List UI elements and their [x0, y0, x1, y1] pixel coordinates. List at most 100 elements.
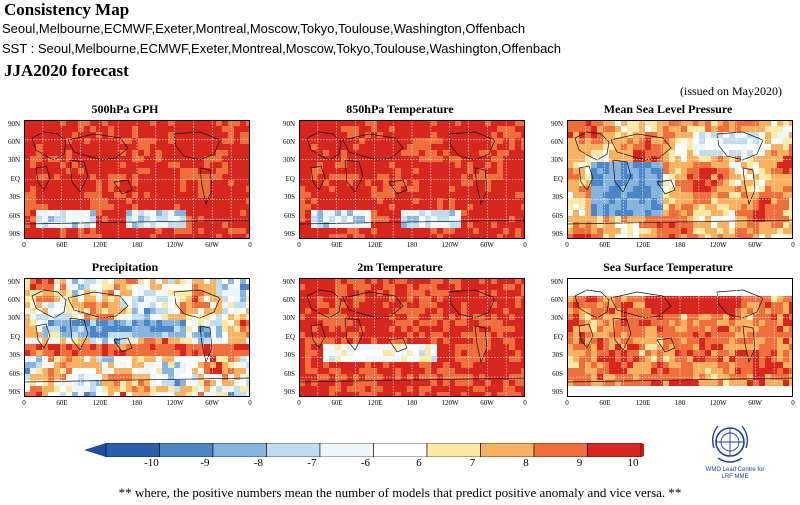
map-plot — [24, 120, 250, 239]
lat-tick-label: 90N — [550, 278, 563, 286]
map-panel: Precipitation 90N 60N 30N EQ 30S 60S 90S 0 60E 120… — [0, 260, 252, 415]
lat-tick-label: 60S — [552, 212, 563, 220]
map-plot — [299, 120, 525, 239]
lat-tick-label: 30N — [282, 314, 295, 322]
colorbar-label: 6 — [416, 457, 422, 469]
map-panel: Sea Surface Temperature 90N 60N 30N EQ 30S 60S… — [543, 260, 795, 415]
lon-tick-label: 180 — [674, 241, 686, 249]
lon-tick-label: 0 — [565, 241, 569, 249]
issued-date: (issued on May2020) — [680, 84, 782, 98]
colorbar-arrow-right — [641, 443, 644, 457]
lon-tick-label: 60W — [205, 399, 219, 407]
lat-tick-label: 90S — [552, 230, 563, 238]
lat-tick-label: 60S — [284, 212, 295, 220]
map-panel: 850hPa Temperature 90N 60N 30N EQ 30S 60S 90S 0 6… — [275, 102, 527, 257]
map-plot — [299, 278, 525, 397]
colorbar-swatch — [212, 443, 267, 457]
lon-tick-label: 0 — [523, 399, 527, 407]
lon-tick-label: 180 — [406, 241, 418, 249]
colorbar-label: 7 — [469, 457, 476, 469]
lat-tick-label: 60N — [7, 138, 20, 146]
lon-tick-label: 60E — [331, 399, 343, 407]
lon-tick-label: 0 — [297, 399, 301, 407]
lon-tick-label: 60E — [56, 399, 68, 407]
footnote: ** where, the positive numbers mean the … — [118, 485, 682, 500]
lat-tick-label: 60N — [7, 296, 20, 304]
lat-tick-label: EQ — [10, 175, 20, 183]
map-panel: 2m Temperature 90N 60N 30N EQ 30S 60S 90S 0 60E 12… — [275, 260, 527, 415]
lon-tick-label: 180 — [131, 399, 143, 407]
lon-tick-label: 120W — [166, 399, 184, 407]
colorbar-label: -9 — [200, 457, 210, 469]
map-plot — [24, 278, 250, 397]
colorbar — [84, 443, 644, 457]
lon-tick-label: 60W — [480, 399, 494, 407]
lon-tick-label: 60W — [480, 241, 494, 249]
lon-tick-label: 120E — [635, 399, 651, 407]
lon-tick-label: 60W — [748, 399, 762, 407]
map-panel: Mean Sea Level Pressure 90N 60N 30N EQ 30S 60S… — [543, 102, 795, 257]
lat-tick-label: 30S — [284, 351, 295, 359]
lon-tick-label: 120W — [166, 241, 184, 249]
map-plot — [567, 278, 793, 397]
colorbar-label: 10 — [627, 457, 639, 469]
lat-tick-label: EQ — [285, 175, 295, 183]
lat-tick-label: 30S — [552, 193, 563, 201]
colorbar-label: 8 — [523, 457, 529, 469]
lon-tick-label: 0 — [791, 241, 795, 249]
colorbar-swatch — [426, 443, 481, 457]
lat-tick-label: 30S — [284, 193, 295, 201]
colorbar-swatch — [159, 443, 214, 457]
anomaly-field — [24, 278, 250, 397]
lon-tick-label: 0 — [248, 399, 252, 407]
colorbar-swatch — [533, 443, 588, 457]
lat-tick-label: 30S — [9, 193, 20, 201]
lon-tick-label: 60E — [599, 399, 611, 407]
lat-tick-label: 90N — [282, 278, 295, 286]
lat-tick-label: 60S — [9, 370, 20, 378]
sst-models-list: SST : Seoul,Melbourne,ECMWF,Exeter,Montr… — [2, 41, 562, 56]
colorbar-label: -8 — [253, 457, 264, 469]
lon-tick-label: 0 — [297, 241, 301, 249]
models-list: Seoul,Melbourne,ECMWF,Exeter,Montreal,Mo… — [2, 21, 526, 36]
lon-tick-label: 0 — [22, 241, 26, 249]
lat-tick-label: 30N — [7, 156, 20, 164]
lat-tick-label: 60N — [282, 296, 295, 304]
logo-caption: WMO Lead Centre for LRF MME — [690, 467, 780, 481]
lon-tick-label: 60E — [56, 241, 68, 249]
colorbar-swatch — [319, 443, 374, 457]
panel-title: Precipitation — [91, 260, 159, 274]
anomaly-field — [567, 278, 793, 397]
lat-tick-label: 30N — [7, 314, 20, 322]
anomaly-field — [24, 120, 250, 239]
lat-tick-label: 90S — [9, 230, 20, 238]
colorbar-label: -7 — [307, 457, 317, 469]
anomaly-field — [299, 278, 525, 397]
map-title: Consistency Map — [4, 0, 130, 19]
lat-tick-label: 90N — [7, 120, 20, 128]
lon-tick-label: 120E — [635, 241, 651, 249]
anomaly-field — [567, 120, 793, 239]
map-panel: 500hPa GPH 90N 60N 30N EQ 30S 60S 90S 0 60E 120E 18… — [0, 102, 252, 257]
lon-tick-label: 0 — [565, 399, 569, 407]
lon-tick-label: 60E — [331, 241, 343, 249]
lon-tick-label: 120E — [92, 241, 108, 249]
lat-tick-label: 60N — [550, 138, 563, 146]
lon-tick-label: 180 — [131, 241, 143, 249]
panel-title: Sea Surface Temperature — [603, 260, 733, 274]
lat-tick-label: 90S — [9, 388, 20, 396]
lat-tick-label: 90N — [550, 120, 563, 128]
lon-tick-label: 180 — [674, 399, 686, 407]
lat-tick-label: 30S — [9, 351, 20, 359]
lat-tick-label: 30N — [550, 314, 563, 322]
wmo-emblem-icon — [711, 425, 749, 463]
lat-tick-label: 90S — [284, 230, 295, 238]
panel-title: 500hPa GPH — [91, 102, 159, 116]
lon-tick-label: 0 — [523, 241, 527, 249]
lon-tick-label: 120E — [92, 399, 108, 407]
colorbar-arrow-left — [84, 443, 106, 457]
lat-tick-label: 90N — [282, 120, 295, 128]
lon-tick-label: 180 — [406, 399, 418, 407]
lat-tick-label: 60N — [282, 138, 295, 146]
lon-tick-label: 120E — [367, 241, 383, 249]
